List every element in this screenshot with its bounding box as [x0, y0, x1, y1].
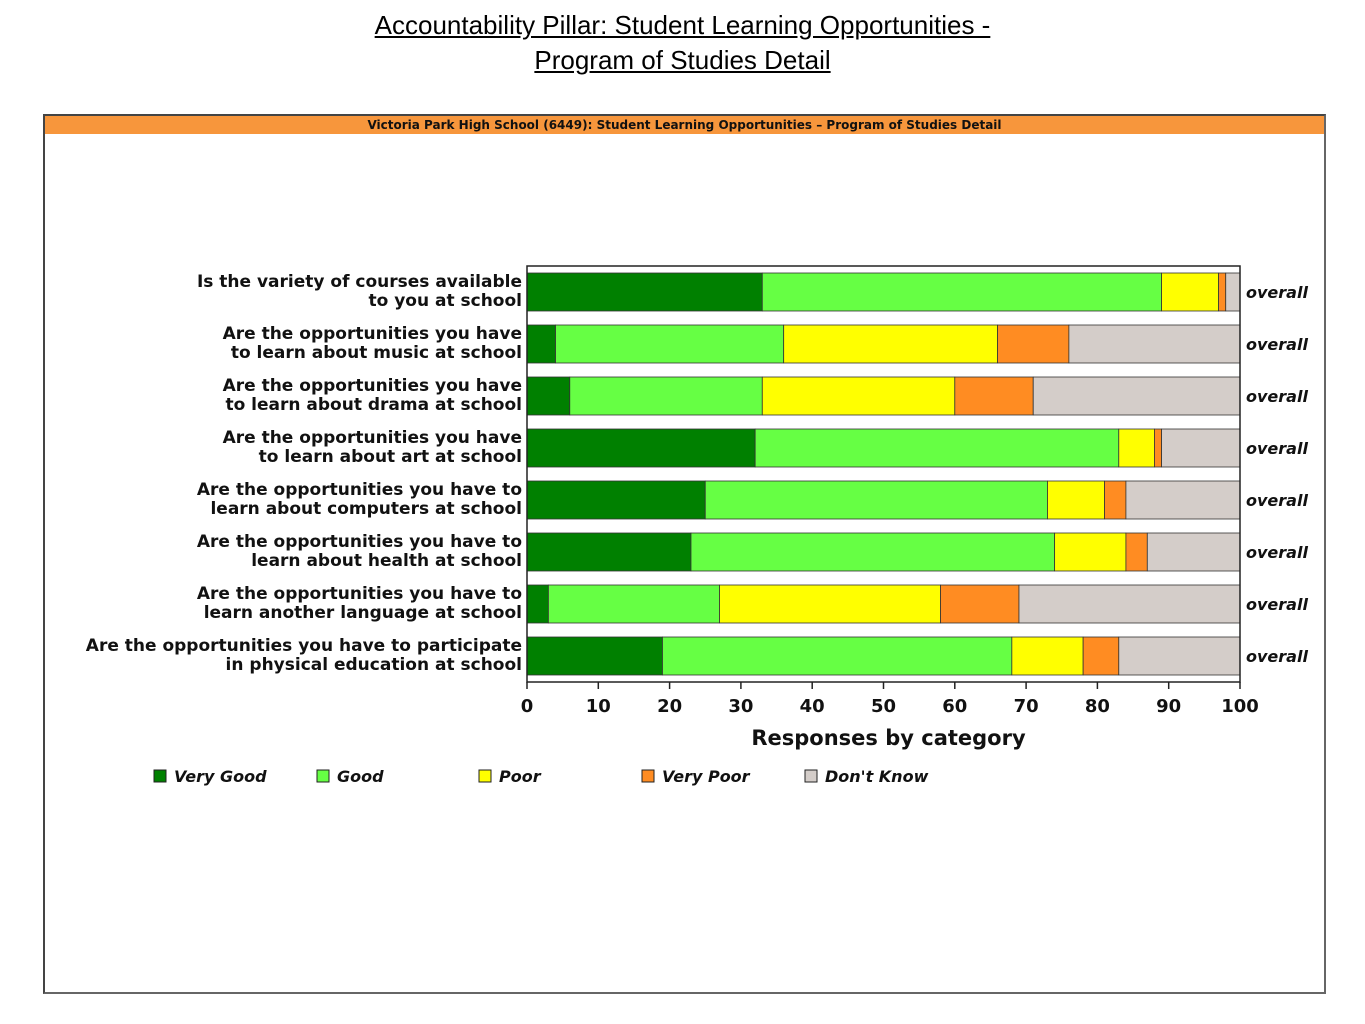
- category-label-row-4-line-2: to learn about art at school: [259, 447, 522, 467]
- x-tick-label-50: 50: [871, 696, 896, 717]
- category-label-row-2-line-1: Are the opportunities you have: [223, 324, 522, 344]
- bar-poor-row-2: [783, 324, 998, 364]
- overall-label-row-6: overall: [1246, 543, 1308, 562]
- bar-very-good-row-5: [526, 480, 706, 520]
- bar-don-t-know-row-7: [1018, 584, 1241, 624]
- bar-very-good-row-6: [526, 532, 692, 572]
- legend-swatch-good: [316, 769, 330, 783]
- slide-title-line-1: Accountability Pillar: Student Learning …: [374, 10, 991, 40]
- bar-very-good-row-7: [526, 584, 549, 624]
- bar-don-t-know-row-6: [1146, 532, 1241, 572]
- bar-poor-row-8: [1011, 636, 1084, 676]
- bar-poor-row-1: [1161, 272, 1220, 312]
- category-label-row-8-line-1: Are the opportunities you have to partic…: [86, 636, 522, 656]
- x-tick-label-20: 20: [657, 696, 682, 717]
- bar-very-good-row-2: [526, 324, 556, 364]
- category-label-row-8-line-2: in physical education at school: [226, 655, 522, 675]
- legend-swatch-very-poor: [641, 769, 655, 783]
- overall-label-row-1: overall: [1246, 283, 1308, 302]
- bar-very-poor-row-2: [997, 324, 1070, 364]
- bar-good-row-1: [761, 272, 1162, 312]
- category-label-row-1-line-2: to you at school: [368, 291, 522, 311]
- bar-good-row-4: [754, 428, 1120, 468]
- bar-very-poor-row-8: [1082, 636, 1120, 676]
- bar-very-poor-row-1: [1218, 272, 1227, 312]
- overall-label-row-5: overall: [1246, 491, 1308, 510]
- category-label-row-1-line-1: Is the variety of courses available: [197, 272, 522, 292]
- x-tick-label-10: 10: [586, 696, 611, 717]
- category-label-row-5-line-1: Are the opportunities you have to: [197, 480, 522, 500]
- bar-poor-row-3: [761, 376, 956, 416]
- bar-good-row-5: [704, 480, 1048, 520]
- legend-label-don-t-know: Don't Know: [825, 767, 929, 786]
- x-tick-label-0: 0: [521, 696, 534, 717]
- overall-label-row-2: overall: [1246, 335, 1308, 354]
- x-tick-label-70: 70: [1014, 696, 1039, 717]
- legend-label-very-poor: Very Poor: [662, 767, 751, 786]
- bar-don-t-know-row-5: [1125, 480, 1241, 520]
- bar-poor-row-4: [1118, 428, 1155, 468]
- x-tick-label-40: 40: [800, 696, 825, 717]
- legend-swatch-very-good: [153, 769, 167, 783]
- bar-poor-row-5: [1047, 480, 1105, 520]
- bars: [526, 272, 1241, 676]
- bar-good-row-6: [690, 532, 1056, 572]
- bar-very-poor-row-7: [940, 584, 1020, 624]
- bar-good-row-7: [547, 584, 720, 624]
- bar-very-good-row-1: [526, 272, 763, 312]
- legend-swatch-poor: [478, 769, 492, 783]
- bar-don-t-know-row-3: [1032, 376, 1241, 416]
- bar-very-poor-row-5: [1104, 480, 1127, 520]
- x-axis-title: Responses by category: [751, 726, 1026, 750]
- bar-don-t-know-row-2: [1068, 324, 1241, 364]
- slide-title-line-2: Program of Studies Detail: [534, 45, 831, 75]
- legend-label-poor: Poor: [499, 767, 542, 786]
- bar-very-good-row-4: [526, 428, 756, 468]
- bar-poor-row-7: [719, 584, 941, 624]
- bar-don-t-know-row-8: [1118, 636, 1241, 676]
- bar-very-poor-row-6: [1125, 532, 1148, 572]
- x-tick-label-90: 90: [1156, 696, 1181, 717]
- bar-don-t-know-row-4: [1161, 428, 1241, 468]
- x-tick-label-60: 60: [942, 696, 967, 717]
- legend-label-good: Good: [337, 767, 384, 786]
- bar-good-row-8: [662, 636, 1013, 676]
- category-label-row-6-line-1: Are the opportunities you have to: [197, 532, 522, 552]
- x-tick-label-100: 100: [1221, 696, 1259, 717]
- bar-very-good-row-8: [526, 636, 663, 676]
- legend-label-very-good: Very Good: [174, 767, 267, 786]
- category-label-row-2-line-2: to learn about music at school: [231, 343, 522, 363]
- legend-swatch-don-t-know: [804, 769, 818, 783]
- overall-label-row-7: overall: [1246, 595, 1308, 614]
- overall-label-row-4: overall: [1246, 439, 1308, 458]
- bar-very-poor-row-4: [1154, 428, 1162, 468]
- category-label-row-4-line-1: Are the opportunities you have: [223, 428, 522, 448]
- category-label-row-3-line-1: Are the opportunities you have: [223, 376, 522, 396]
- bar-poor-row-6: [1054, 532, 1127, 572]
- bar-good-row-2: [555, 324, 785, 364]
- x-tick-label-80: 80: [1085, 696, 1110, 717]
- x-tick-label-30: 30: [728, 696, 753, 717]
- overall-label-row-3: overall: [1246, 387, 1308, 406]
- bar-very-good-row-3: [526, 376, 571, 416]
- category-label-row-7-line-1: Are the opportunities you have to: [197, 584, 522, 604]
- category-label-row-5-line-2: learn about computers at school: [210, 499, 522, 519]
- overall-label-row-8: overall: [1246, 647, 1308, 666]
- bar-very-poor-row-3: [954, 376, 1034, 416]
- bar-don-t-know-row-1: [1225, 272, 1241, 312]
- slide-title: Accountability Pillar: Student Learning …: [0, 8, 1365, 78]
- chart-frame: Victoria Park High School (6449): Studen…: [43, 114, 1326, 994]
- bar-good-row-3: [569, 376, 763, 416]
- chart-title: Victoria Park High School (6449): Studen…: [45, 116, 1324, 134]
- category-label-row-7-line-2: learn another language at school: [204, 603, 522, 623]
- category-label-row-6-line-2: learn about health at school: [251, 551, 522, 571]
- category-label-row-3-line-2: to learn about drama at school: [225, 395, 522, 415]
